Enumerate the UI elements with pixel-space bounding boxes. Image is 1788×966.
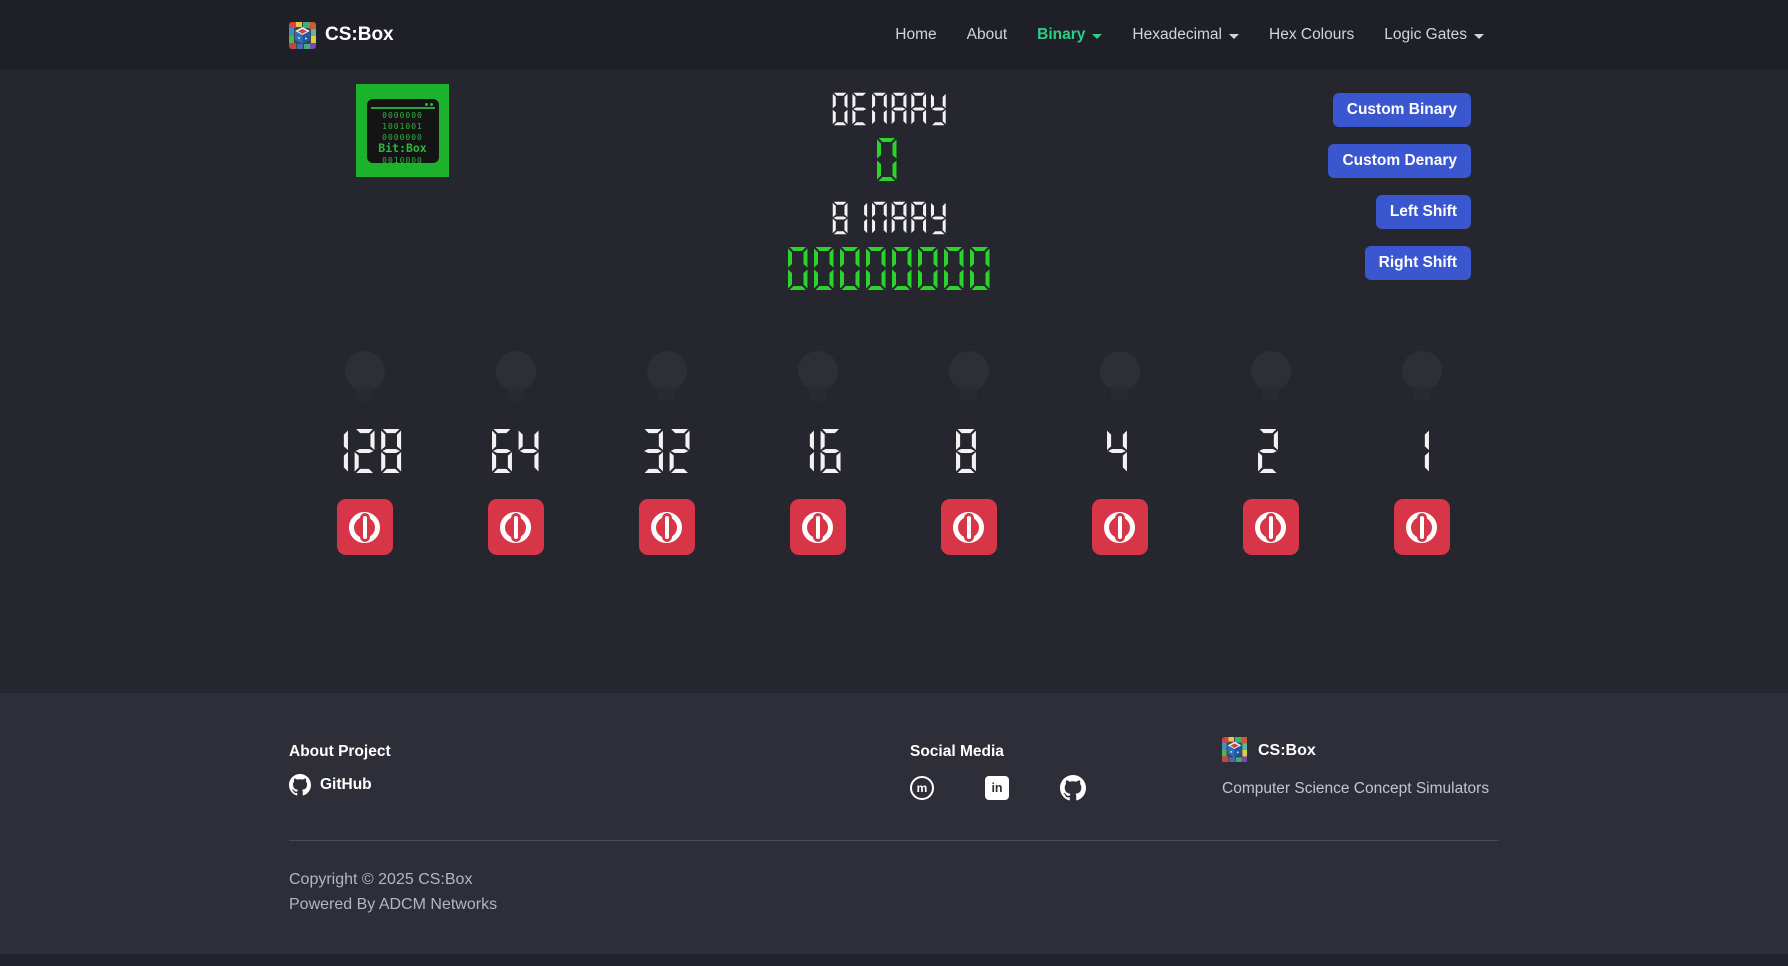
powered-by-text: Powered By ADCM Networks — [289, 896, 498, 913]
bitbox-logo-title: Bit:Box — [378, 140, 427, 155]
power-off-icon — [651, 511, 682, 543]
power-off-icon — [802, 511, 833, 543]
nav-item-binary[interactable]: Binary — [1022, 18, 1117, 52]
power-off-icon — [953, 511, 984, 543]
bit-toggle-button[interactable] — [487, 499, 544, 555]
bit-place-value — [1106, 428, 1133, 474]
github-link-label: GitHub — [320, 776, 372, 793]
csbox-logo-icon — [289, 21, 316, 49]
bit-toggle-button[interactable] — [1091, 499, 1148, 555]
bit-toggle-button[interactable] — [1393, 499, 1450, 555]
footer-tagline: Computer Science Concept Simulators — [1222, 780, 1490, 797]
power-off-icon — [1406, 511, 1437, 543]
bit-place-value — [1257, 428, 1284, 474]
bit-place-value — [793, 428, 842, 474]
social-media-heading: Social Media — [910, 743, 1004, 760]
custom-binary-button[interactable]: Custom Binary — [1332, 93, 1471, 127]
footer-brand-name: CS:Box — [1258, 741, 1316, 759]
binary-label — [832, 201, 946, 235]
copyright-text: Copyright © 2025 CS:Box — [289, 871, 473, 888]
lightbulb-off-icon — [344, 351, 385, 405]
bitbox-logo-row: 0010000 — [382, 155, 423, 165]
denary-value-display — [876, 137, 902, 182]
power-off-icon — [500, 511, 531, 543]
bit-column — [591, 351, 742, 555]
nav-item-about[interactable]: About — [966, 26, 1008, 43]
github-icon — [289, 774, 311, 796]
bit-place-value — [955, 428, 982, 474]
github-icon[interactable] — [1060, 775, 1086, 801]
bit-column — [742, 351, 893, 555]
bit-column — [440, 351, 591, 555]
linkedin-icon[interactable]: in — [985, 776, 1009, 800]
csbox-logo-icon — [1222, 737, 1249, 764]
footer: About Project GitHub Social Media m in — [0, 693, 1788, 954]
github-link[interactable]: GitHub — [289, 774, 391, 796]
nav-item-hex-colours[interactable]: Hex Colours — [1269, 26, 1355, 43]
bit-toggle-button[interactable] — [638, 499, 695, 555]
bottom-strip — [0, 954, 1788, 966]
bitbox-logo-row: 0000000 — [382, 110, 423, 120]
power-off-icon — [349, 511, 380, 543]
denary-label — [832, 92, 946, 126]
lightbulb-off-icon — [495, 351, 536, 405]
bit-place-value — [1408, 428, 1435, 474]
bitbox-logo: 0000000 1001001 0000000 Bit:Box 0010000 — [356, 84, 449, 177]
nav-item-home[interactable]: Home — [895, 26, 937, 43]
custom-denary-button[interactable]: Custom Denary — [1328, 144, 1471, 178]
lightbulb-off-icon — [1401, 351, 1442, 405]
bit-toggle-button[interactable] — [789, 499, 846, 555]
lightbulb-off-icon — [1250, 351, 1291, 405]
binary-simulator: 0000000 1001001 0000000 Bit:Box 0010000 … — [0, 70, 1788, 693]
bit-place-value — [491, 428, 540, 474]
lightbulb-off-icon — [1099, 351, 1140, 405]
bit-column — [1346, 351, 1497, 555]
bit-toggle-button[interactable] — [336, 499, 393, 555]
about-project-heading: About Project — [289, 743, 391, 760]
bit-place-value — [642, 428, 691, 474]
bit-column — [1195, 351, 1346, 555]
brand-name: CS:Box — [325, 24, 394, 45]
left-shift-button[interactable]: Left Shift — [1375, 195, 1471, 229]
bit-toggle-button[interactable] — [1242, 499, 1299, 555]
bits-row — [289, 351, 1499, 555]
nav-item-logic-gates[interactable]: Logic Gates — [1369, 18, 1499, 52]
chevron-down-icon — [1229, 33, 1239, 39]
lightbulb-off-icon — [797, 351, 838, 405]
bit-column — [1044, 351, 1195, 555]
top-navbar: CS:Box Home About Binary Hexadecimal Hex… — [0, 0, 1788, 70]
nav-item-hexadecimal[interactable]: Hexadecimal — [1117, 18, 1254, 52]
nav-links: Home About Binary Hexadecimal Hex Colour… — [880, 18, 1499, 52]
bitbox-logo-row: 0000000 — [382, 132, 423, 142]
bit-column — [893, 351, 1044, 555]
chevron-down-icon — [1474, 33, 1484, 39]
lightbulb-off-icon — [948, 351, 989, 405]
control-buttons: Custom Binary Custom Denary Left Shift R… — [1189, 84, 1499, 297]
binary-value-display — [787, 246, 991, 291]
power-off-icon — [1255, 511, 1286, 543]
footer-divider — [289, 840, 1499, 841]
chevron-down-icon — [1092, 33, 1103, 39]
bit-place-value — [327, 428, 402, 474]
bit-column — [289, 351, 440, 555]
right-shift-button[interactable]: Right Shift — [1364, 246, 1471, 280]
lightbulb-off-icon — [646, 351, 687, 405]
bit-toggle-button[interactable] — [940, 499, 997, 555]
bitbox-logo-row: 1001001 — [382, 121, 423, 131]
brand[interactable]: CS:Box — [289, 21, 394, 49]
mastodon-icon[interactable]: m — [910, 776, 934, 800]
power-off-icon — [1104, 511, 1135, 543]
